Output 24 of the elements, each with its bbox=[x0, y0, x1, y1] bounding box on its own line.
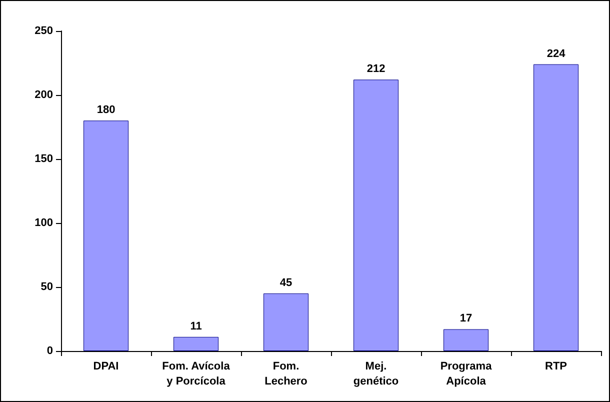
y-tick-label: 150 bbox=[34, 153, 53, 165]
y-tick-label: 250 bbox=[34, 25, 53, 37]
bar bbox=[444, 329, 488, 351]
x-tick-label: Fom. Avícola y Porcícola bbox=[162, 360, 231, 388]
x-tick-label: RTP bbox=[545, 360, 567, 372]
y-tick-label: 100 bbox=[34, 217, 53, 229]
data-label: 45 bbox=[280, 276, 292, 289]
x-tick-label: Mej. genético bbox=[353, 360, 399, 388]
data-label: 11 bbox=[190, 320, 202, 332]
y-tick-label: 0 bbox=[46, 345, 53, 357]
y-tick-label: 200 bbox=[34, 89, 53, 101]
data-label: 224 bbox=[546, 48, 566, 60]
data-label: 212 bbox=[366, 63, 386, 76]
bar bbox=[174, 336, 218, 351]
x-tick-label: Fom. Lechero bbox=[264, 360, 308, 388]
x-tick-label: Programa Apícola bbox=[440, 360, 493, 388]
x-tick-label: DPAI bbox=[93, 360, 119, 372]
bar bbox=[264, 293, 308, 351]
bar bbox=[534, 64, 578, 351]
bar bbox=[84, 120, 128, 351]
data-label: 180 bbox=[96, 104, 116, 116]
bar bbox=[354, 80, 398, 351]
y-tick-label: 50 bbox=[40, 281, 53, 293]
data-label: 17 bbox=[460, 312, 472, 325]
